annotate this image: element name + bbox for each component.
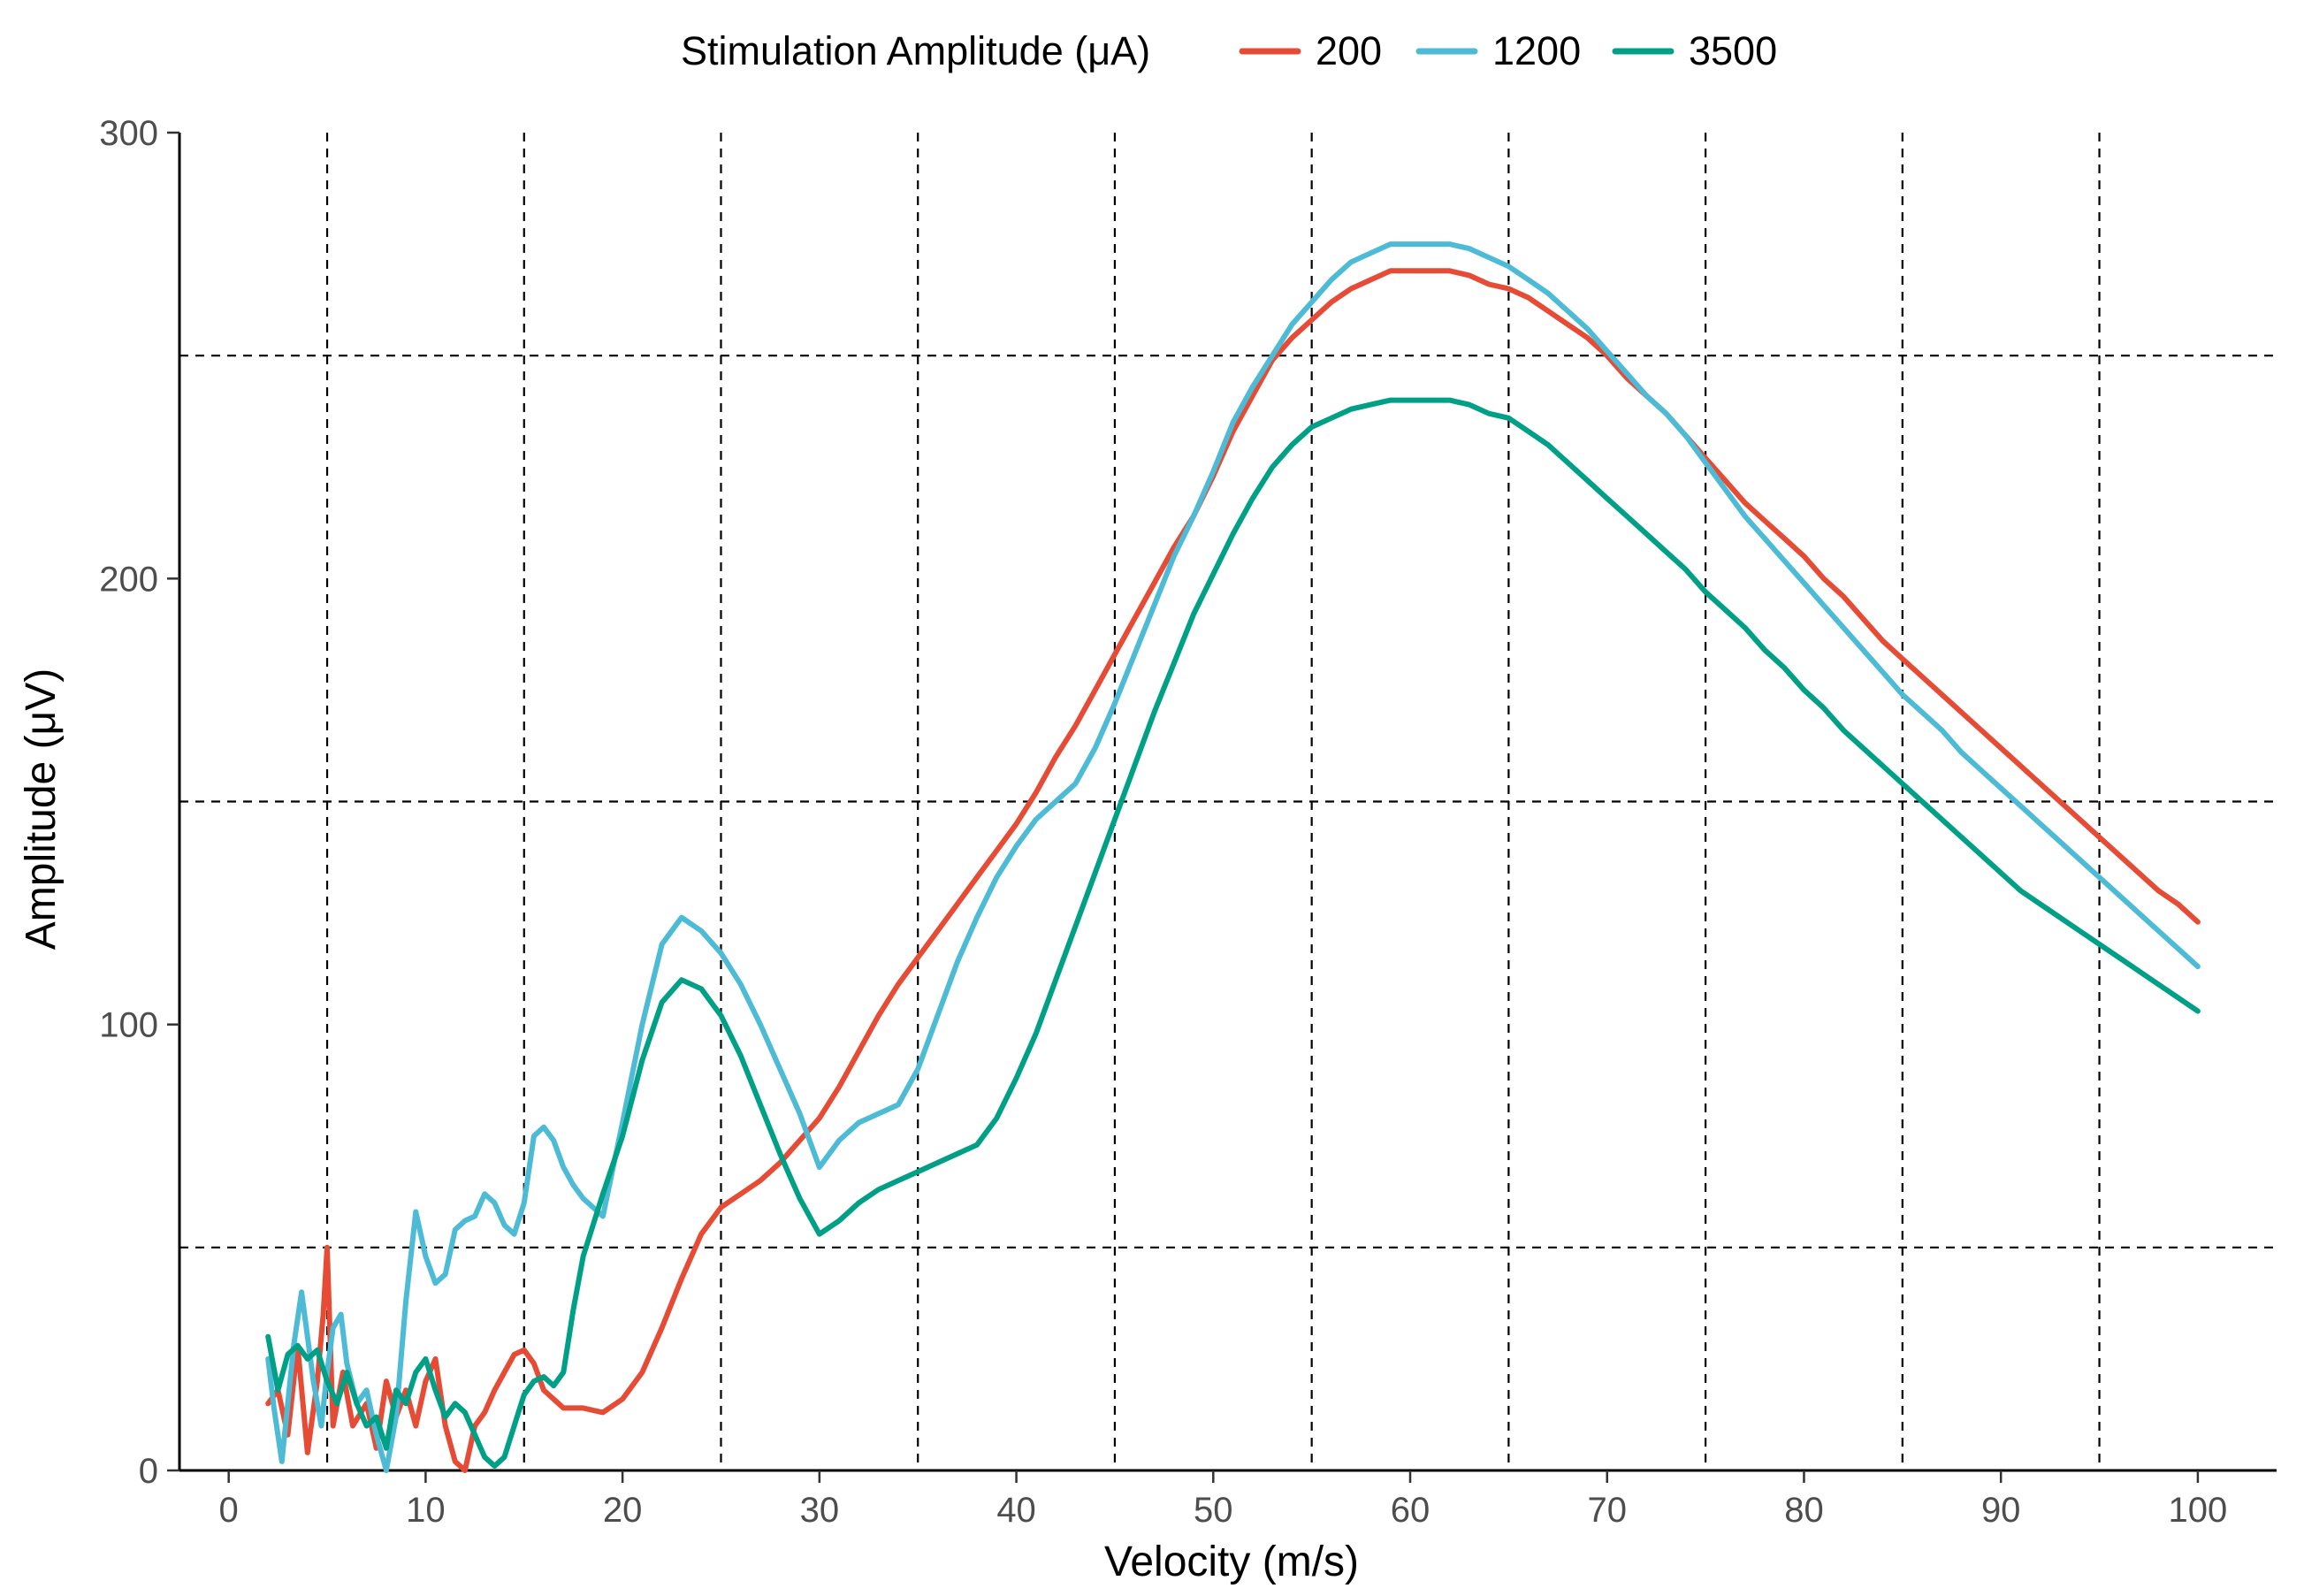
legend-title: Stimulation Amplitude (μA) [681, 28, 1150, 73]
legend-entry-3500: 3500 [1612, 28, 1777, 73]
y-axis-title: Amplitude (μV) [18, 668, 65, 950]
x-tick-label: 30 [800, 1491, 840, 1530]
axes-layer [178, 133, 2277, 1472]
x-tick-label: 10 [406, 1491, 446, 1530]
legend-label-3500: 3500 [1689, 28, 1777, 73]
y-tick-label: 300 [99, 114, 158, 153]
x-tick-label: 20 [603, 1491, 643, 1530]
x-tick-label: 50 [1194, 1491, 1233, 1530]
x-tick-label: 60 [1391, 1491, 1430, 1530]
x-tick-label: 80 [1784, 1491, 1824, 1530]
series-line-1200 [265, 241, 2201, 1473]
x-axis-title: Velocity (m/s) [1104, 1539, 1359, 1585]
y-tick-label: 0 [139, 1452, 158, 1491]
legend-entry-1200: 1200 [1415, 28, 1581, 73]
legend-label-200: 200 [1316, 28, 1382, 73]
ticks-layer: 0 10 20 30 40 50 60 70 80 90 100 0 100 200 300 [99, 114, 2227, 1530]
series-line-200 [265, 268, 2201, 1473]
y-tick-label: 100 [99, 1006, 158, 1045]
legend: Stimulation Amplitude (μA) 200 1200 3500 [681, 28, 1777, 73]
legend-entry-200: 200 [1239, 28, 1382, 73]
x-tick-label: 90 [1981, 1491, 2021, 1530]
x-tick-label: 100 [2169, 1491, 2228, 1530]
grid-layer [179, 133, 2277, 1470]
x-tick-label: 40 [996, 1491, 1036, 1530]
legend-label-1200: 1200 [1492, 28, 1581, 73]
x-tick-label: 70 [1587, 1491, 1627, 1530]
series-line-3500 [265, 397, 2201, 1469]
series-layer [265, 241, 2201, 1473]
y-tick-label: 200 [99, 560, 158, 599]
x-tick-label: 0 [219, 1491, 239, 1530]
